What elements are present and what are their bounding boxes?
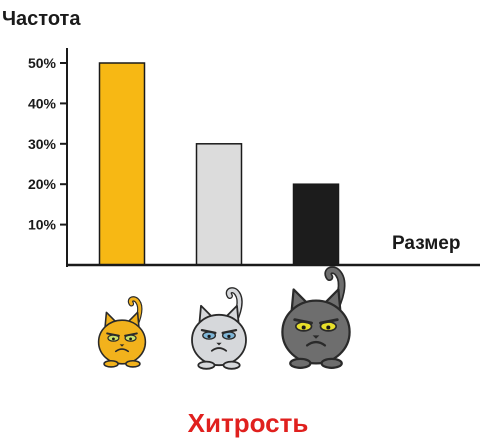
bar xyxy=(98,62,146,266)
x-axis-label: Размер xyxy=(392,233,460,254)
cat-icon xyxy=(191,287,247,370)
y-tick-label: 20% xyxy=(28,176,57,192)
bar xyxy=(195,143,243,266)
y-axis-label: Частота xyxy=(2,8,81,30)
y-tick-label: 10% xyxy=(28,217,57,233)
cat-icon xyxy=(281,266,351,369)
y-tick-label: 50% xyxy=(28,55,57,71)
bar xyxy=(292,183,340,266)
cat-icon xyxy=(97,296,147,368)
y-tick-label: 30% xyxy=(28,136,57,152)
caption: Хитрость xyxy=(188,408,309,438)
y-tick-label: 40% xyxy=(28,95,57,111)
